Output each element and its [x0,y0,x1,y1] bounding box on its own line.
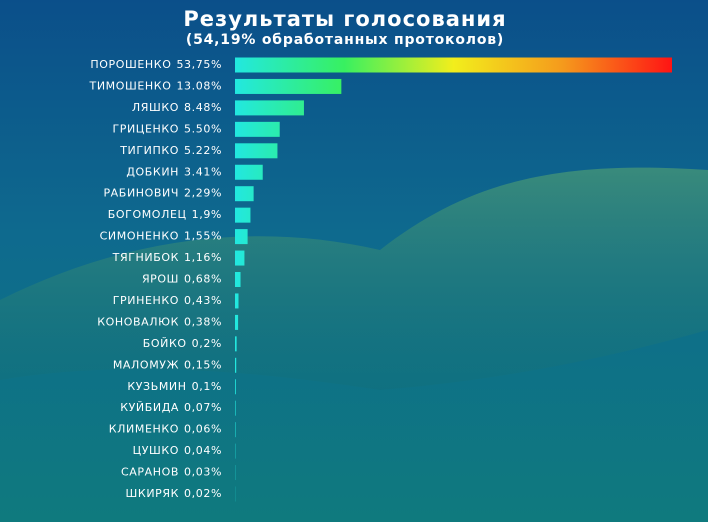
category-label: КЛИМЕНКО [109,423,179,436]
category-label: БОЙКО [143,337,187,350]
category-label: ЛЯШКО [132,101,179,114]
value-label: 0,1% [192,380,222,393]
value-label: 0,38% [184,315,222,328]
category-label: СИМОНЕНКО [100,230,179,243]
category-label: ПОРОШЕНКО [90,58,171,71]
value-label: 1,16% [184,251,222,264]
bar-label: КУЙБИДА 0,07% [120,401,222,414]
value-label: 1,9% [192,208,222,221]
value-label: 0,43% [184,294,222,307]
value-label: 0,15% [184,358,222,371]
bar-label: МАЛОМУЖ 0,15% [113,358,222,371]
bar [235,336,237,352]
value-label: 3.41% [184,165,222,178]
bar-label: ПОРОШЕНКО 53,75% [90,58,222,71]
value-label: 53,75% [176,58,222,71]
category-label: ШКИРЯК [126,487,180,500]
category-label: МАЛОМУЖ [113,358,179,371]
bar-label: ТЯГНИБОК 1,16% [112,251,222,264]
value-label: 0,68% [184,273,222,286]
value-label: 0,03% [184,466,222,479]
bar-label: САРАНОВ 0,03% [121,466,222,479]
bar-label: БОЙКО 0,2% [143,337,222,350]
bar [235,207,251,223]
value-label: 13.08% [176,79,222,92]
bar-label: ТИГИПКО 5.22% [119,144,222,157]
value-label: 8.48% [184,101,222,114]
category-label: ГРИНЕНКО [113,294,179,307]
category-label: ТИГИПКО [119,144,179,157]
bar [235,250,245,266]
bar [235,100,304,116]
bar [235,78,342,94]
category-label: ДОБКИН [126,165,179,178]
bar [235,143,278,159]
bar [235,272,241,287]
value-label: 0,04% [184,444,222,457]
bar [235,229,248,245]
category-label: САРАНОВ [121,466,179,479]
bar-label: КОНОВАЛЮК 0,38% [97,315,222,328]
bar-label: КЛИМЕНКО 0,06% [109,423,222,436]
value-label: 5.50% [184,122,222,135]
bar [235,186,254,202]
bar-label: СИМОНЕНКО 1,55% [100,230,222,243]
bar-label: ГРИНЕНКО 0,43% [113,294,222,307]
bar [235,164,263,180]
category-label: ЦУШКО [133,444,179,457]
bar-label: КУЗЬМИН 0,1% [127,380,222,393]
bar-label: ДОБКИН 3.41% [126,165,222,178]
bar [235,400,236,416]
category-label: РАБИНОВИЧ [103,187,179,200]
bar [235,379,236,395]
value-label: 0,2% [192,337,222,350]
value-label: 1,55% [184,230,222,243]
bar [235,293,239,309]
category-label: ЯРОШ [142,273,179,286]
category-label: КУЙБИДА [120,401,179,414]
value-label: 2,29% [184,187,222,200]
bar [235,57,672,73]
bar-label: БОГОМОЛЕЦ 1,9% [108,208,222,221]
bar-label: ЯРОШ 0,68% [142,273,222,286]
category-label: КОНОВАЛЮК [97,315,179,328]
bar [235,121,280,137]
value-label: 5.22% [184,144,222,157]
bar-label: ТИМОШЕНКО 13.08% [89,79,223,92]
category-label: ГРИЦЕНКО [112,122,179,135]
background-hill [0,167,708,390]
category-label: ТЯГНИБОК [112,251,179,264]
bar-label: РАБИНОВИЧ 2,29% [103,187,222,200]
bar-label: ЦУШКО 0,04% [133,444,222,457]
bar-label: ШКИРЯК 0,02% [126,487,222,500]
value-label: 0,06% [184,423,222,436]
bar [235,314,239,330]
value-label: 0,02% [184,487,222,500]
category-label: КУЗЬМИН [127,380,186,393]
bar [235,357,237,373]
bar-label: ГРИЦЕНКО 5.50% [112,122,222,135]
bar-label: ЛЯШКО 8.48% [132,101,222,114]
chart-title: Результаты голосования [183,7,506,31]
category-label: БОГОМОЛЕЦ [108,208,187,221]
value-label: 0,07% [184,401,222,414]
category-label: ТИМОШЕНКО [89,79,172,92]
chart-subtitle: (54,19% обработанных протоколов) [186,32,504,48]
